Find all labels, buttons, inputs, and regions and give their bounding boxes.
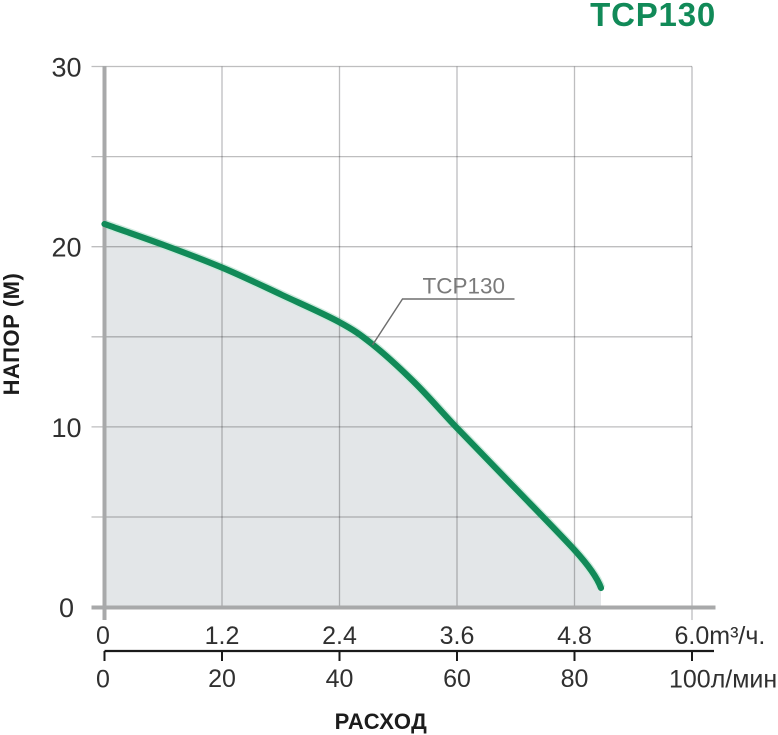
svg-text:4.8: 4.8 [557, 622, 592, 650]
svg-text:НАПОР (М): НАПОР (М) [0, 273, 24, 396]
svg-text:3.6: 3.6 [440, 622, 475, 650]
svg-text:10: 10 [51, 413, 81, 443]
svg-text:30: 30 [51, 53, 81, 83]
svg-text:TCP130: TCP130 [590, 0, 716, 33]
svg-text:80: 80 [561, 665, 589, 693]
svg-text:2.4: 2.4 [322, 622, 357, 650]
svg-text:0: 0 [59, 593, 74, 623]
svg-text:0: 0 [96, 666, 110, 694]
svg-text:100л/мин.: 100л/мин. [669, 666, 778, 694]
svg-text:20: 20 [208, 665, 236, 693]
svg-text:60: 60 [443, 665, 471, 693]
svg-text:0: 0 [96, 622, 110, 650]
svg-text:40: 40 [326, 665, 354, 693]
svg-text:TCP130: TCP130 [423, 273, 506, 298]
svg-text:РАСХОД: РАСХОД [335, 709, 428, 734]
svg-text:1.2: 1.2 [205, 622, 240, 650]
svg-text:20: 20 [51, 233, 81, 263]
svg-text:6.0m³/ч.: 6.0m³/ч. [675, 622, 766, 650]
